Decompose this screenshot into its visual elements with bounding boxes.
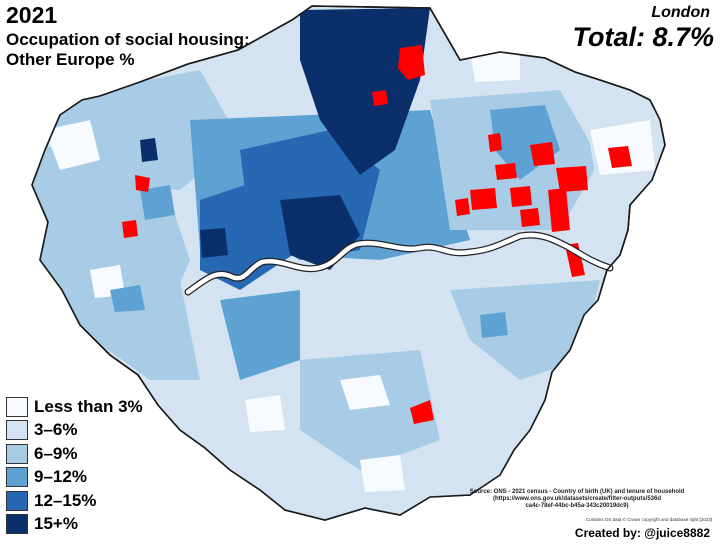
region-southwest-mid (220, 290, 300, 380)
region-label: London (651, 4, 710, 21)
subtitle-line-1: Occupation of social housing: (6, 30, 250, 49)
highlight-area (488, 133, 502, 152)
highlight-area (495, 163, 517, 180)
highlight-area (398, 45, 425, 80)
highlight-area (455, 198, 470, 216)
highlight-area (510, 186, 532, 207)
region-north-dark (300, 8, 430, 175)
legend-swatch (6, 396, 28, 417)
highlight-area (122, 220, 138, 238)
source-line-1: Source: ONS - 2021 census - Country of b… (469, 489, 685, 495)
legend-label: 6–9% (34, 443, 78, 463)
area-low-1 (45, 120, 100, 170)
highlight-areas (122, 45, 632, 424)
legend-item: 3–6% (6, 419, 143, 443)
area-low-3 (340, 375, 390, 410)
highlight-area (410, 400, 434, 424)
highlight-area (548, 188, 570, 232)
map-subtitle: Occupation of social housing: Other Euro… (6, 30, 296, 70)
legend-swatch (6, 490, 28, 511)
legend-label: Less than 3% (34, 396, 143, 416)
area-low-5 (360, 455, 405, 492)
highlight-area (470, 188, 497, 210)
legend-swatch (6, 467, 28, 488)
legend-item: 6–9% (6, 442, 143, 466)
legend-swatch (6, 420, 28, 441)
highlight-area (135, 175, 150, 192)
legend-swatch (6, 514, 28, 535)
area-mid-3 (480, 312, 508, 338)
highlight-area (520, 208, 540, 227)
legend-item: 9–12% (6, 466, 143, 490)
area-mid-4 (200, 228, 228, 258)
legend-item: 15+% (6, 513, 143, 537)
legend: Less than 3% 3–6% 6–9% 9–12% 12–15% 15+% (6, 395, 143, 536)
region-south-mid (300, 350, 440, 470)
legend-label: 12–15% (34, 490, 97, 510)
highlight-area (608, 146, 632, 168)
river-thames-water (185, 232, 613, 295)
area-mid-1 (140, 185, 175, 220)
source-line-3: ca4c-78ef-44bc-b45a-343c20019dc9) (525, 503, 629, 509)
highlight-area (372, 90, 388, 106)
area-low-4 (245, 395, 285, 432)
legend-label: 3–6% (34, 420, 78, 440)
highlight-area (556, 166, 588, 192)
legend-item: Less than 3% (6, 395, 143, 419)
title-year: 2021 (6, 2, 58, 28)
london-boundary-outline (31, 5, 666, 521)
area-low-7 (470, 48, 520, 82)
source-line-2: (https://www.ons.gov.uk/datasets/create/… (492, 496, 662, 502)
region-southeast (450, 280, 600, 380)
subtitle-line-2: Other Europe % (6, 50, 135, 69)
credit-label: Created by: @juice8882 (574, 526, 710, 540)
legend-item: 12–15% (6, 489, 143, 513)
legend-swatch (6, 443, 28, 464)
source-note: Source: ONS - 2021 census - Country of b… (438, 489, 716, 510)
total-value: Total: 8.7% (572, 22, 714, 52)
area-mid-5 (140, 138, 158, 162)
copyright-note: Contains OS data © Crown copyright and d… (585, 517, 712, 522)
highlight-area (530, 142, 555, 166)
legend-label: 9–12% (34, 467, 87, 487)
legend-label: 15+% (34, 514, 78, 534)
area-mid-2 (110, 285, 145, 312)
